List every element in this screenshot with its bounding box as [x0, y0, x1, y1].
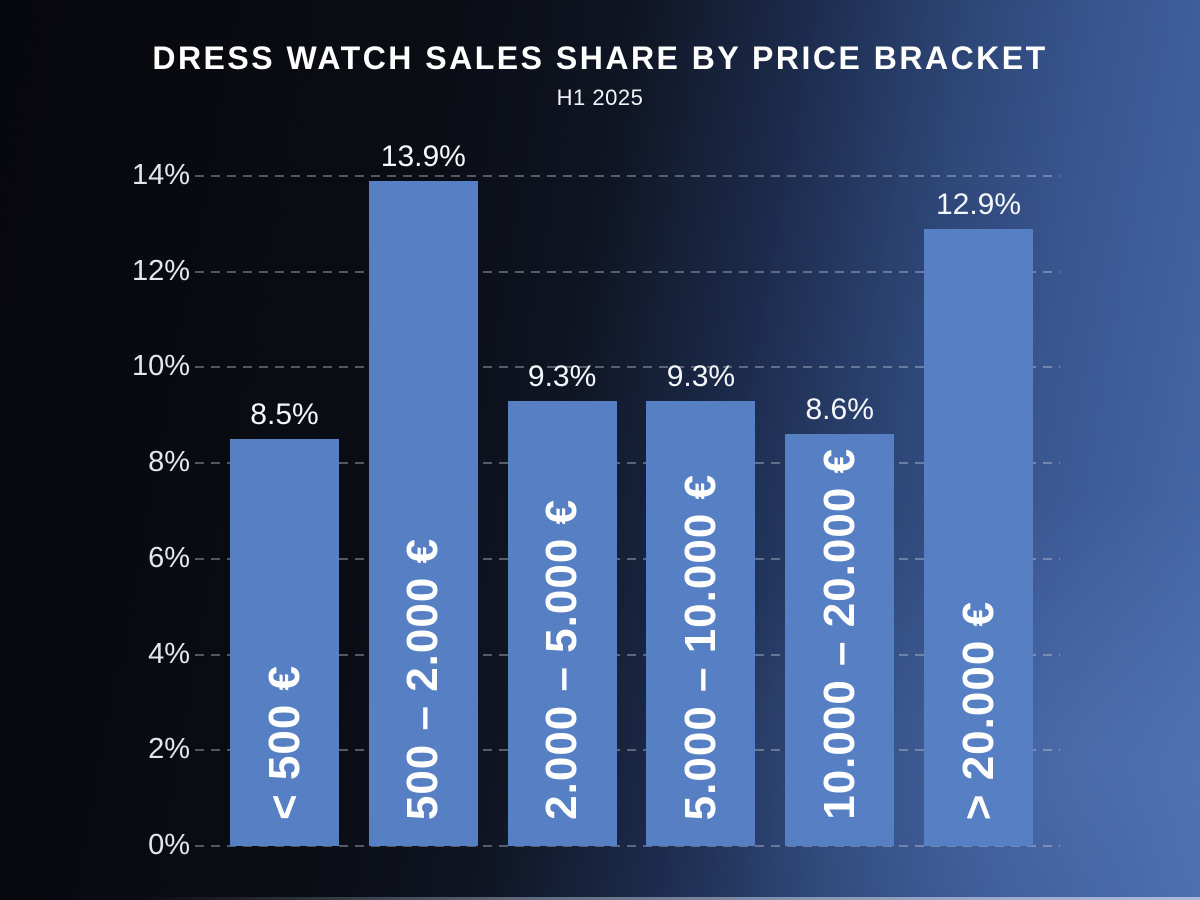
bar-3: 9.3% 5.000 – 10.000 € [646, 360, 756, 846]
bar-category-label: > 20.000 € [953, 600, 1003, 820]
bar-1: 13.9% 500 – 2.000 € [368, 140, 478, 846]
bar-value-label: 13.9% [380, 139, 466, 173]
bar-value-label: 8.5% [250, 398, 319, 432]
bar-category-label: 5.000 – 10.000 € [675, 473, 725, 820]
bar-4: 8.6% 10.000 – 20.000 € [785, 393, 895, 846]
gridline-8 [195, 462, 1060, 465]
bar-5: 12.9% > 20.000 € [924, 188, 1033, 846]
gridline-0 [195, 845, 1060, 847]
y-tick-label-0: 0% [148, 829, 190, 861]
y-tick-label-4: 4% [148, 637, 190, 670]
bar-category-label: 10.000 – 20.000 € [814, 448, 864, 820]
y-tick-label-14: 14% [131, 159, 190, 191]
gridline-4 [195, 653, 1060, 656]
y-tick-label-8: 8% [148, 446, 190, 479]
gridline-6 [195, 557, 1060, 560]
bar-2: 9.3% 2.000 – 5.000 € [507, 360, 617, 846]
y-tick-label-10: 10% [131, 350, 190, 383]
bar-category-label: < 500 € [259, 664, 309, 820]
gridline-14 [195, 175, 1060, 177]
bar-category-label: 500 – 2.000 € [398, 537, 448, 820]
gridline-12 [195, 270, 1060, 273]
bottom-edge-highlight [140, 897, 1200, 900]
bar-value-label: 8.6% [805, 393, 874, 427]
bar-value-label: 9.3% [527, 359, 597, 393]
plot-area: 8.5% < 500 € 13.9% 500 – 2.000 € 9.3% 2.000 –… [195, 140, 1060, 847]
bar-0: 8.5% < 500 € [230, 398, 339, 846]
y-tick-label-2: 2% [148, 733, 190, 766]
y-tick-label-12: 12% [131, 254, 190, 287]
chart-title: DRESS WATCH SALES SHARE BY PRICE BRACKET [152, 40, 1048, 76]
y-tick-label-6: 6% [148, 541, 190, 574]
bar-category-label: 2.000 – 5.000 € [537, 499, 587, 820]
bar-value-label: 12.9% [935, 187, 1022, 221]
gridline-2 [195, 749, 1060, 752]
chart-subtitle: H1 2025 [556, 85, 644, 110]
gridline-10 [195, 366, 1060, 369]
bar-value-label: 9.3% [666, 359, 736, 393]
